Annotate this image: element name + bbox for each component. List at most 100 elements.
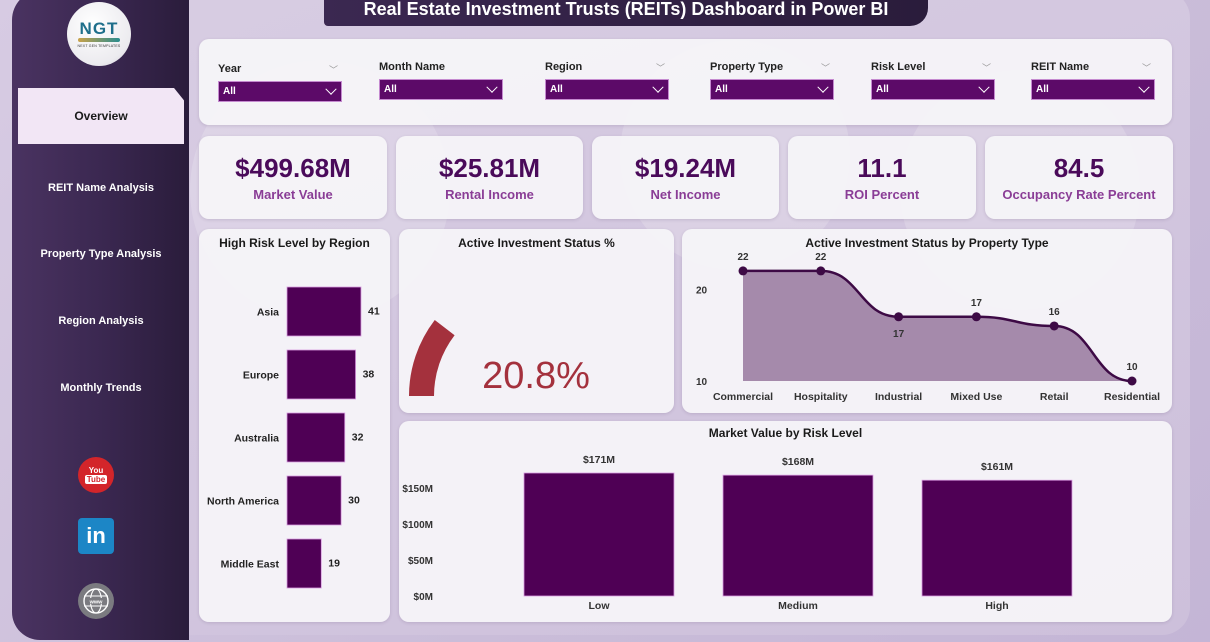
dashboard-title-bar: Real Estate Investment Trusts (REITs) Da… <box>324 0 928 26</box>
data-label: 17 <box>971 298 983 309</box>
chevron-down-icon <box>325 83 337 95</box>
youtube-tube-text: Tube <box>84 475 108 484</box>
gauge-fill <box>409 320 455 396</box>
filter-label: REIT Name <box>1031 61 1090 73</box>
active-investment-by-property-type-chart: Active Investment Status by Property Typ… <box>682 229 1172 413</box>
property-type-dropdown[interactable]: All <box>710 79 834 100</box>
chart-title: Active Investment Status % <box>458 236 615 250</box>
youtube-icon[interactable]: You Tube <box>78 457 114 493</box>
x-tick-label: Industrial <box>875 391 922 403</box>
globe-glyph: www <box>83 588 109 614</box>
month-name-dropdown[interactable]: All <box>379 79 503 100</box>
x-tick-label: Low <box>589 600 611 612</box>
linkedin-text: in <box>86 523 106 548</box>
bar <box>921 479 1073 597</box>
data-label: 32 <box>352 432 364 444</box>
x-tick-label: Commercial <box>713 391 773 403</box>
category-label: Australia <box>234 433 279 445</box>
chevron-down-icon <box>486 81 498 93</box>
filter-month-name: Month Name All <box>379 59 503 100</box>
vbar-svg: $0M $50M $100M $150M $171M Low $168M Medium $161… <box>402 454 1073 612</box>
data-label: 10 <box>1126 362 1138 373</box>
page-title: Real Estate Investment Trusts (REITs) Da… <box>363 0 889 19</box>
dropdown-value: All <box>1036 84 1049 95</box>
gauge-value-label: 20.8% <box>482 355 590 397</box>
kpi-net-income: $19.24M Net Income <box>592 136 779 219</box>
dropdown-value: All <box>384 84 397 95</box>
chevron-down-icon[interactable]: ﹀ <box>655 62 665 73</box>
kpi-label: Occupancy Rate Percent <box>1002 187 1156 202</box>
chevron-down-icon <box>1138 81 1150 93</box>
nav-region-analysis[interactable]: Region Analysis <box>18 293 184 349</box>
market-value-by-risk-chart: Market Value by Risk Level $0M $50M $100M $… <box>399 421 1172 622</box>
kpi-rental-income: $25.81M Rental Income <box>396 136 583 219</box>
data-point <box>1049 321 1059 331</box>
filter-label: Month Name <box>379 61 445 73</box>
x-tick-label: Mixed Use <box>950 391 1002 403</box>
bar <box>286 538 322 589</box>
nav-label: Overview <box>74 109 128 123</box>
nav-monthly-trends[interactable]: Monthly Trends <box>18 360 184 416</box>
chevron-down-icon[interactable]: ﹀ <box>1141 62 1151 73</box>
x-tick-label: High <box>985 600 1008 612</box>
chevron-down-icon[interactable]: ﹀ <box>328 64 338 75</box>
nav-label: REIT Name Analysis <box>48 182 154 194</box>
www-text: www <box>89 599 104 605</box>
nav-overview[interactable]: Overview <box>18 88 184 144</box>
y-tick-label: 20 <box>696 285 708 296</box>
filter-year: Year ﹀ All <box>218 61 342 102</box>
y-tick-label: 10 <box>696 377 708 388</box>
filter-label: Year <box>218 63 242 75</box>
chart-title: Active Investment Status by Property Typ… <box>805 236 1049 250</box>
data-label: 16 <box>1049 307 1061 318</box>
nav-label: Monthly Trends <box>60 382 142 394</box>
data-point <box>1127 376 1137 386</box>
data-label: 22 <box>737 252 749 263</box>
chevron-down-icon[interactable]: ﹀ <box>820 62 830 73</box>
category-label: Asia <box>257 307 279 319</box>
x-tick-label: Hospitality <box>794 391 848 403</box>
nav-property-type-analysis[interactable]: Property Type Analysis <box>18 226 184 282</box>
chevron-down-icon[interactable]: ﹀ <box>981 62 991 73</box>
bar <box>286 412 346 463</box>
category-label: North America <box>207 496 279 508</box>
ngt-logo: NGT NEXT GEN TEMPLATES <box>67 2 131 66</box>
y-tick-label: $150M <box>402 484 433 495</box>
reit-name-dropdown[interactable]: All <box>1031 79 1155 100</box>
filter-label: Risk Level <box>871 61 926 73</box>
dropdown-value: All <box>715 84 728 95</box>
x-tick-label: Retail <box>1040 391 1069 403</box>
chevron-down-icon <box>978 81 990 93</box>
data-label: 19 <box>328 558 340 570</box>
filter-region: Region ﹀ All <box>545 59 669 100</box>
linkedin-icon[interactable]: in <box>78 518 114 554</box>
data-label: 22 <box>815 252 827 263</box>
kpi-label: Market Value <box>253 187 333 202</box>
data-point <box>816 266 826 276</box>
kpi-value: 84.5 <box>1053 153 1105 183</box>
nav-label: Region Analysis <box>58 315 144 327</box>
logo-text: NGT <box>79 19 119 38</box>
bar <box>286 349 356 400</box>
data-label: $168M <box>782 456 814 468</box>
category-label: Middle East <box>221 559 280 571</box>
risk-level-dropdown[interactable]: All <box>871 79 995 100</box>
dropdown-value: All <box>550 84 563 95</box>
dropdown-value: All <box>223 86 236 97</box>
kpi-value: 11.1 <box>857 153 907 183</box>
data-label: $161M <box>981 461 1013 473</box>
filter-risk-level: Risk Level ﹀ All <box>871 59 995 100</box>
y-tick-label: $50M <box>408 556 433 567</box>
filter-reit-name: REIT Name ﹀ All <box>1031 59 1155 100</box>
filter-label: Region <box>545 61 583 73</box>
nav-reit-name-analysis[interactable]: REIT Name Analysis <box>18 160 184 216</box>
chevron-down-icon <box>652 81 664 93</box>
kpi-value: $25.81M <box>438 153 541 183</box>
year-dropdown[interactable]: All <box>218 81 342 102</box>
globe-www-icon[interactable]: www <box>78 583 114 619</box>
gauge-svg: 20.8% <box>409 320 590 397</box>
logo-subtext: NEXT GEN TEMPLATES <box>77 44 121 48</box>
bar <box>286 286 362 337</box>
data-label: 41 <box>368 306 380 318</box>
region-dropdown[interactable]: All <box>545 79 669 100</box>
